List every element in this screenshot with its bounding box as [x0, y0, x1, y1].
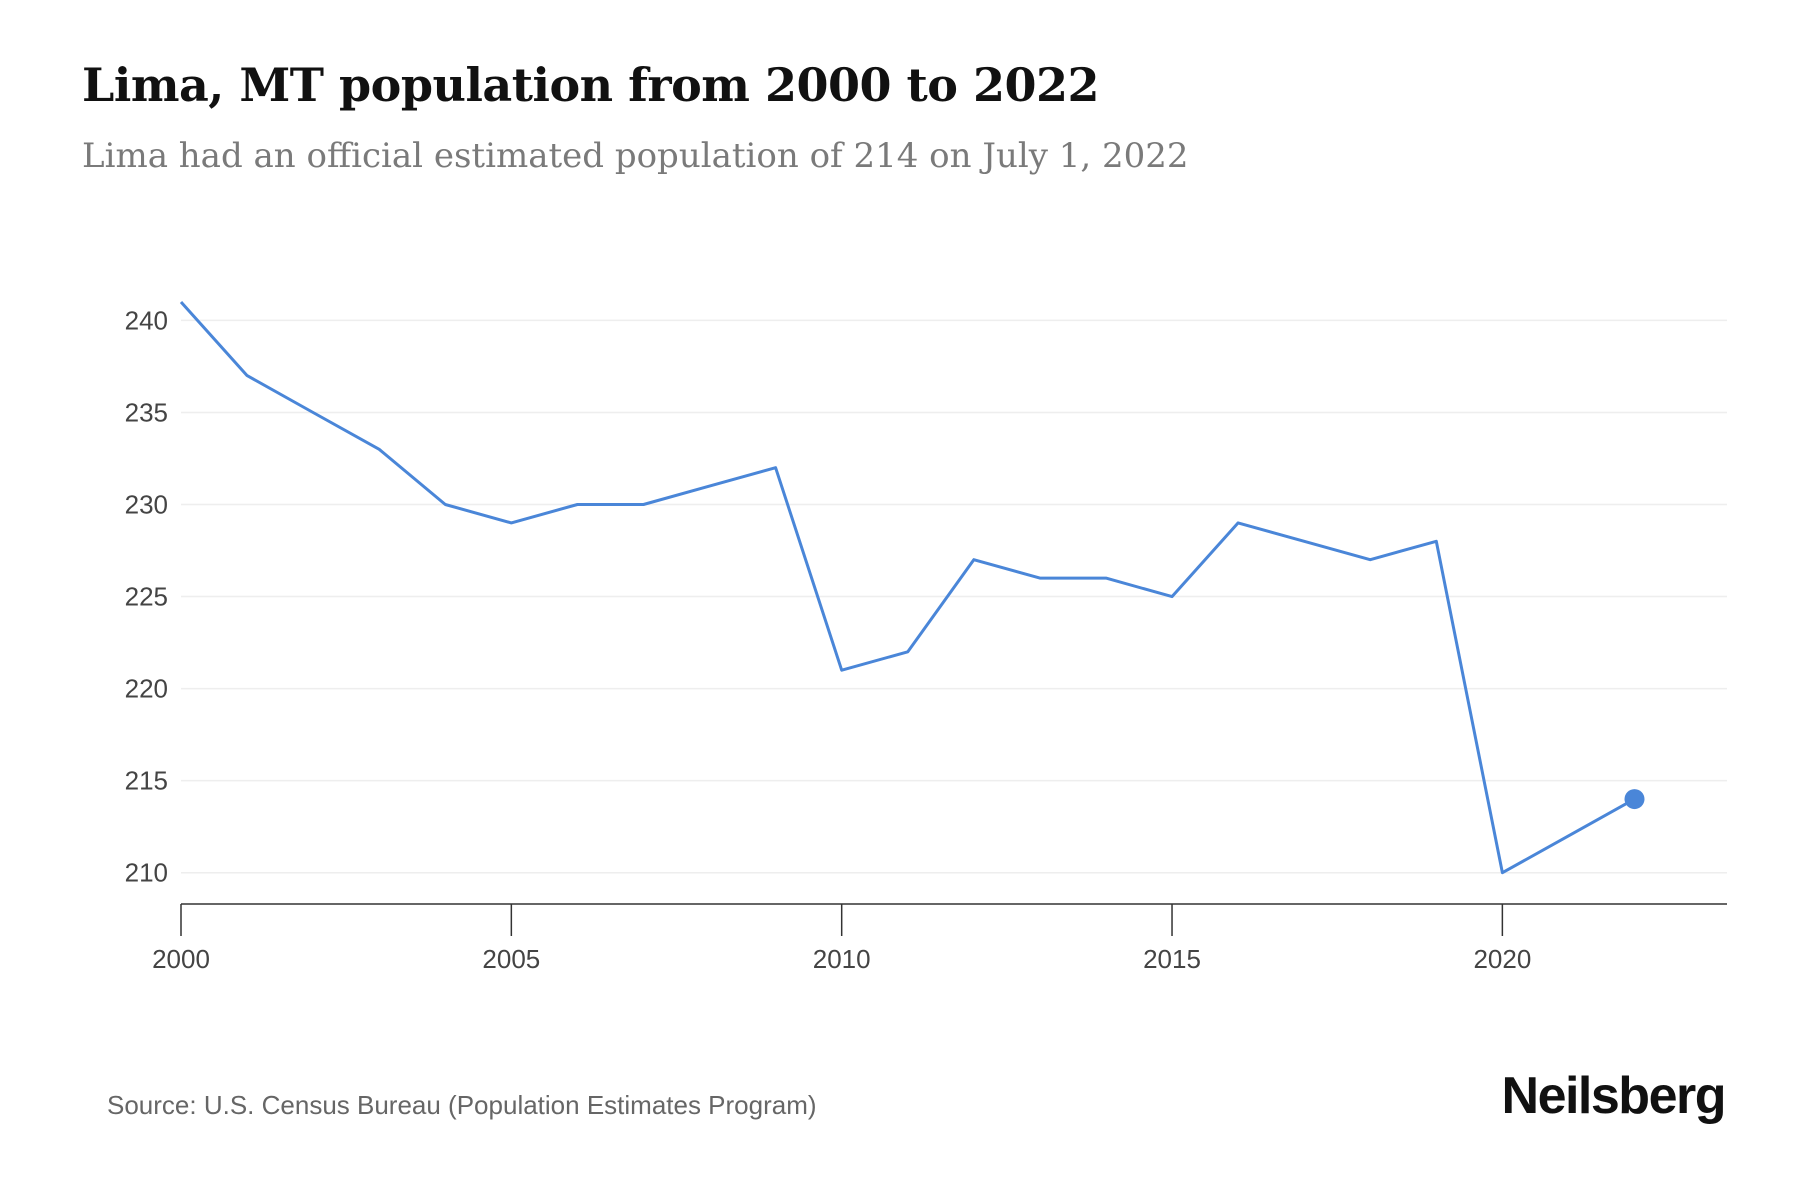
x-tick-label-2000: 2000: [152, 944, 210, 974]
x-tick-label-2005: 2005: [482, 944, 540, 974]
x-tick-label-2015: 2015: [1143, 944, 1201, 974]
chart-subtitle: Lima had an official estimated populatio…: [82, 136, 1189, 176]
last-data-point-marker: [1624, 789, 1645, 810]
x-tick-label-2010: 2010: [813, 944, 871, 974]
neilsberg-logo: Neilsberg: [1501, 1067, 1727, 1125]
y-tick-label-235: 235: [125, 397, 168, 427]
y-tick-label-230: 230: [125, 490, 168, 520]
y-tick-label-215: 215: [125, 766, 168, 796]
population-line: [179, 300, 1636, 875]
x-tick-label-2020: 2020: [1473, 944, 1531, 974]
chart-title: Lima, MT population from 2000 to 2022: [82, 58, 1100, 112]
y-tick-label-240: 240: [125, 305, 168, 335]
y-tick-label-225: 225: [125, 582, 168, 612]
y-tick-label-210: 210: [125, 858, 168, 888]
source-note: Source: U.S. Census Bureau (Population E…: [107, 1090, 817, 1120]
y-tick-label-220: 220: [125, 674, 168, 704]
